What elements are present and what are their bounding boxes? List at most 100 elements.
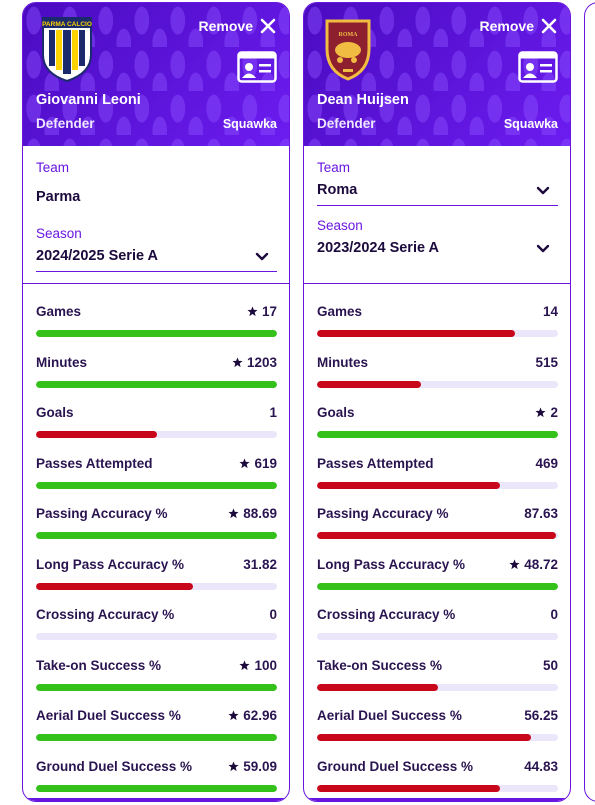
stat-value-wrap: 56.25 <box>524 708 558 723</box>
stat-row: Goals 1 <box>36 405 277 455</box>
stat-bar-fill <box>317 431 558 438</box>
stat-row: Minutes 515 <box>317 355 558 405</box>
as-roma-crest-icon: ROMA <box>325 19 371 81</box>
season-select[interactable]: 2024/2025 Serie A <box>36 244 277 272</box>
team-select[interactable]: Roma <box>317 178 558 206</box>
stat-row: Passes Attempted 469 <box>317 456 558 506</box>
stat-bar-track <box>317 330 558 337</box>
stat-value: 1 <box>269 405 277 420</box>
stat-row: Crossing Accuracy % 0 <box>317 607 558 657</box>
season-label: Season <box>36 226 82 241</box>
remove-label: Remove <box>198 18 253 34</box>
stat-value-wrap: 59.09 <box>228 759 277 774</box>
stat-label: Games <box>36 304 82 319</box>
stat-row: Take-on Success % 50 <box>317 658 558 708</box>
stat-bar-fill <box>317 532 556 539</box>
data-source-label: Squawka <box>503 117 558 131</box>
stat-value-wrap: 619 <box>239 456 277 471</box>
next-player-card-edge <box>584 2 595 802</box>
star-icon <box>247 306 258 317</box>
stat-value-wrap: 469 <box>535 456 558 471</box>
stat-label: Passes Attempted <box>36 455 153 471</box>
stat-value-wrap: 50 <box>543 658 558 673</box>
team-label: Team <box>317 160 351 175</box>
stat-row: Ground Duel Success % 59.09 <box>36 758 277 802</box>
stat-bar-fill <box>317 683 438 691</box>
stat-row: Minutes 1203 <box>36 355 277 405</box>
card-bottom-border <box>23 798 289 801</box>
stat-bar-fill <box>36 532 277 539</box>
season-select[interactable]: 2023/2024 Serie A <box>317 236 558 264</box>
stat-label: Passing Accuracy % <box>317 506 449 521</box>
crest-text: ROMA <box>339 32 359 38</box>
stat-bar-fill <box>36 330 277 337</box>
player-id-card-icon[interactable] <box>518 51 558 83</box>
stat-row: Games 14 <box>317 304 558 354</box>
stat-label: Minutes <box>36 354 88 370</box>
player-position: Defender <box>36 116 95 131</box>
stat-value-wrap: 17 <box>247 304 277 319</box>
selectors-panel: Team Roma Season 2023/2024 Serie A <box>304 146 570 284</box>
stat-label: Goals <box>36 405 74 420</box>
stat-value: 0 <box>269 607 277 622</box>
player-position: Defender <box>317 116 376 131</box>
stat-value: 62.96 <box>243 708 277 723</box>
player-card: ROMA Remove Dean Huijsen Defender Squawk… <box>303 2 571 802</box>
stat-bar-track <box>36 481 277 489</box>
player-name: Giovanni Leoni <box>36 92 141 108</box>
stat-value: 469 <box>535 455 558 471</box>
stat-label: Ground Duel Success % <box>36 758 193 774</box>
stat-value: 17 <box>261 304 277 319</box>
stat-row: Goals 2 <box>317 405 558 455</box>
stat-value-wrap: 48.72 <box>509 557 558 572</box>
stat-bar-track <box>36 784 277 792</box>
stat-value-wrap: 0 <box>550 607 558 622</box>
stat-value: 1203 <box>246 354 277 370</box>
team-label: Team <box>36 160 70 175</box>
stat-bar-fill <box>36 431 157 438</box>
stat-value-wrap: 14 <box>543 304 558 319</box>
stat-bar-track <box>317 734 558 741</box>
stat-bar-track <box>317 532 558 539</box>
stat-label: Take-on Success % <box>36 657 162 673</box>
chevron-down-icon <box>536 244 550 253</box>
player-card-header: ROMA Remove Dean Huijsen Defender Squawk… <box>304 3 570 146</box>
stat-value: 0 <box>550 607 558 622</box>
star-icon <box>232 356 243 367</box>
stat-value: 48.72 <box>524 556 558 572</box>
stat-bar-track <box>36 532 277 539</box>
stat-label: Aerial Duel Success % <box>317 708 462 723</box>
stat-bar-track <box>317 481 558 489</box>
stat-bar-track <box>317 784 558 792</box>
season-value: 2024/2025 Serie A <box>36 248 159 264</box>
data-source-label: Squawka <box>222 117 277 131</box>
remove-button[interactable]: Remove <box>199 17 277 35</box>
stat-label: Long Pass Accuracy % <box>36 556 185 572</box>
stat-bar-track <box>36 683 277 691</box>
stat-row: Aerial Duel Success % 62.96 <box>36 708 277 758</box>
stat-bar-fill <box>317 784 501 792</box>
stat-label: Games <box>317 304 363 319</box>
remove-label: Remove <box>479 18 534 34</box>
chevron-down-icon <box>255 252 269 261</box>
remove-button[interactable]: Remove <box>480 17 558 35</box>
player-id-card-icon[interactable] <box>237 51 277 83</box>
stat-value: 88.69 <box>243 506 277 521</box>
star-icon <box>228 710 239 721</box>
stat-row: Take-on Success % 100 <box>36 658 277 708</box>
selectors-panel: Team Parma Season 2024/2025 Serie A <box>23 146 289 284</box>
chevron-down-icon <box>536 186 550 195</box>
close-icon <box>260 18 276 34</box>
stat-value-wrap: 515 <box>535 355 558 370</box>
stat-row: Passes Attempted 619 <box>36 456 277 506</box>
star-icon <box>228 508 239 519</box>
star-icon <box>239 457 251 468</box>
stat-value-wrap: 100 <box>239 658 277 673</box>
stat-row: Ground Duel Success % 44.83 <box>317 759 558 802</box>
team-value: Roma <box>317 182 358 198</box>
stat-value-wrap: 44.83 <box>524 759 558 774</box>
stat-row: Long Pass Accuracy % 31.82 <box>36 557 277 607</box>
stat-label: Minutes <box>317 354 369 370</box>
star-icon <box>239 659 251 670</box>
stat-label: Long Pass Accuracy % <box>317 556 466 572</box>
